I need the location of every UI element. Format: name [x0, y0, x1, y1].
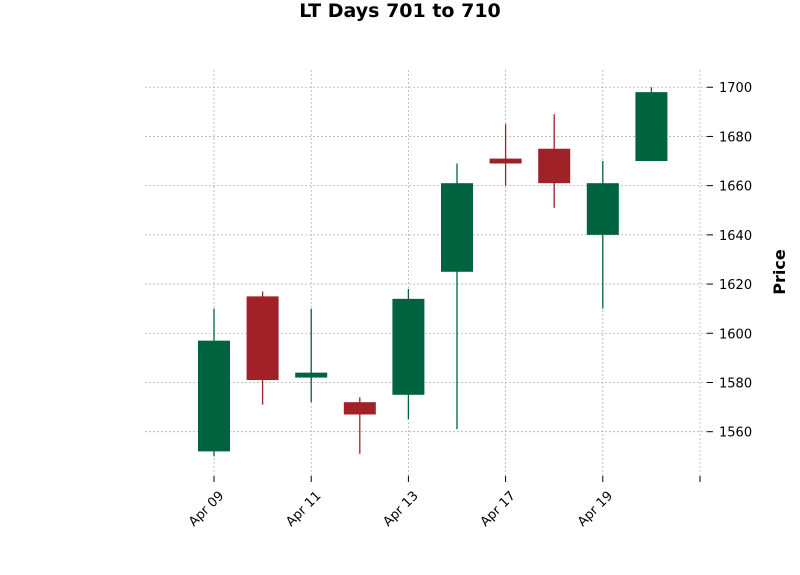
candle-up: [441, 163, 473, 430]
candle-down: [538, 114, 571, 208]
candle-body: [392, 298, 425, 395]
y-tick-label: 1580: [719, 376, 752, 391]
candle-down: [343, 397, 376, 454]
candle-up: [392, 288, 425, 420]
candle-body: [586, 183, 619, 235]
candle-body: [246, 296, 279, 381]
candle-body: [295, 372, 328, 378]
candle-body: [538, 148, 571, 184]
y-tick-label: 1620: [719, 278, 752, 293]
candle-up: [586, 161, 619, 309]
candle-body: [198, 340, 230, 452]
chart-title: LT Days 701 to 710: [299, 0, 501, 22]
x-tick-label: Apr 19: [575, 489, 616, 530]
x-tick-label: Apr 11: [283, 489, 324, 530]
gridlines: [145, 70, 707, 476]
candle-body: [343, 402, 376, 415]
candle-body: [635, 92, 668, 162]
y-tick-label: 1600: [719, 327, 752, 342]
y-tick-label: 1680: [719, 130, 752, 145]
candle-up: [295, 308, 328, 403]
candle-down: [489, 124, 522, 186]
candles: [198, 87, 668, 457]
candle-up: [635, 87, 668, 162]
candle-body: [441, 183, 473, 272]
y-tick-label: 1660: [719, 180, 752, 195]
x-axis: Apr 09 Apr 11 Apr 13 Apr 17 Apr 19: [186, 476, 701, 530]
x-tick-label: Apr 09: [186, 489, 227, 530]
x-tick-label: Apr 17: [478, 489, 519, 530]
y-tick-label: 1700: [719, 81, 752, 96]
y-axis-label: Price: [770, 249, 789, 295]
y-axis: 1560 1580 1600 1620 1640 1660 1680 1700: [707, 81, 752, 441]
x-tick-label: Apr 13: [381, 489, 422, 530]
candle-body: [489, 158, 522, 164]
candle-down: [246, 291, 279, 405]
candle-up: [198, 308, 230, 457]
y-tick-label: 1640: [719, 229, 752, 244]
y-tick-label: 1560: [719, 426, 752, 441]
